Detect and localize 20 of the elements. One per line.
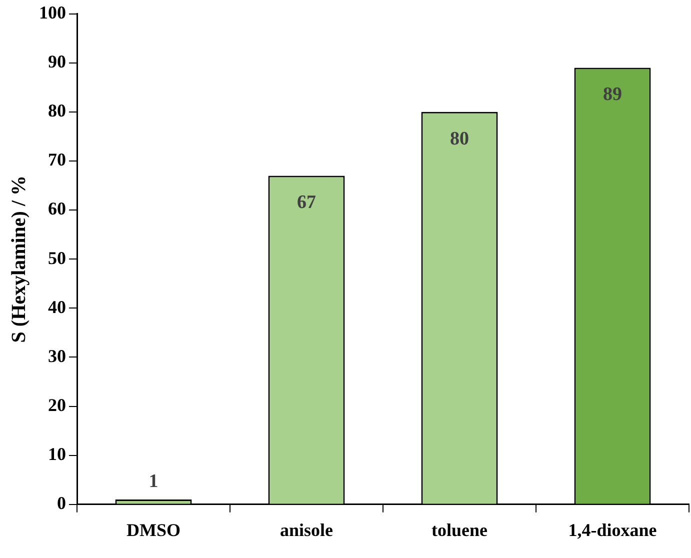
y-tick-label: 0	[57, 493, 66, 514]
data-label: 89	[603, 84, 622, 106]
data-label: 80	[450, 128, 469, 150]
data-label: 67	[297, 192, 316, 214]
x-tick-label: toluene	[432, 520, 488, 540]
y-tick-label: 40	[48, 296, 66, 317]
x-tick-label: anisole	[280, 520, 334, 540]
y-tick-label: 100	[39, 2, 66, 22]
x-tick-label: 1,4-dioxane	[568, 520, 657, 540]
y-tick-label: 60	[48, 198, 66, 219]
y-tick-label: 30	[48, 346, 66, 366]
y-tick-label: 20	[48, 394, 66, 415]
y-tick-label: 50	[48, 248, 66, 268]
y-axis-title: S (Hexylamine) / %	[8, 175, 30, 343]
x-tick-label: DMSO	[126, 520, 180, 540]
data-label: 1	[148, 470, 158, 492]
y-tick-label: 70	[48, 150, 66, 170]
y-tick-label: 10	[48, 444, 66, 464]
y-tick-label: 80	[48, 100, 66, 121]
y-tick-label: 90	[48, 52, 66, 72]
